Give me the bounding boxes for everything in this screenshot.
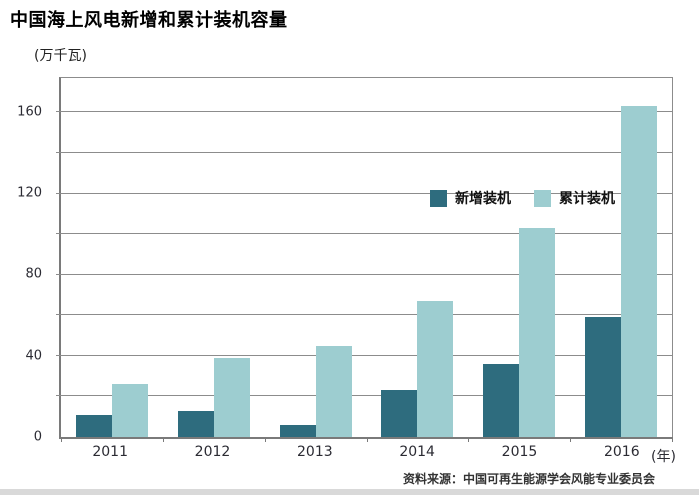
gridline — [56, 314, 672, 316]
bar-cumulative-2014 — [417, 301, 454, 437]
bar-new-2014 — [381, 390, 418, 437]
bar-cumulative-2012 — [213, 357, 250, 437]
plot-area: 新增装机 累计装机 — [56, 77, 673, 442]
y-axis-label: 40 — [25, 348, 42, 364]
gridline — [56, 273, 672, 275]
x-axis-suffix-label: (年) — [651, 449, 676, 465]
bar-new-2011 — [75, 414, 112, 437]
gridline — [56, 233, 672, 235]
x-axis-tick — [672, 437, 673, 442]
bar-cumulative-2011 — [111, 384, 148, 437]
y-axis-label: 120 — [17, 185, 42, 201]
page-bottom-strip — [0, 489, 699, 495]
y-axis-label: 80 — [25, 266, 42, 282]
bar-group-2015 — [468, 78, 570, 437]
bar-cumulative-2013 — [315, 345, 352, 437]
y-axis-unit-label: (万千瓦) — [34, 48, 87, 64]
x-axis-tick — [468, 437, 470, 442]
gridline — [56, 152, 672, 154]
gridline — [56, 395, 672, 397]
x-axis-label-2016: 2016 — [603, 444, 640, 460]
source-credit: 资料来源：中国可再生能源学会风能专业委员会 — [402, 472, 655, 486]
y-axis-label: 160 — [17, 104, 42, 120]
legend-swatch-cumulative — [534, 189, 551, 207]
bar-new-2016 — [585, 317, 622, 437]
x-axis-tick — [162, 437, 164, 442]
x-axis-tick — [264, 437, 266, 442]
x-axis-tick — [61, 437, 62, 442]
bar-groups — [61, 78, 672, 437]
bar-cumulative-2016 — [621, 106, 658, 437]
legend-swatch-new — [430, 189, 447, 207]
x-axis-label-2012: 2012 — [194, 444, 231, 460]
x-axis-labels: 2011 2012 2013 2014 2015 2016 — [59, 444, 673, 460]
x-axis-label-2015: 2015 — [501, 444, 538, 460]
x-axis-label-2013: 2013 — [297, 444, 333, 460]
bar-group-2016 — [570, 78, 672, 437]
bar-group-2012 — [163, 78, 265, 437]
page-title: 中国海上风电新增和累计装机容量 — [10, 10, 288, 31]
y-axis-labels: 0 40 80 120 160 — [0, 77, 50, 444]
bar-group-2013 — [265, 78, 367, 437]
x-axis-tick — [366, 437, 368, 442]
bar-new-2015 — [483, 363, 520, 437]
bar-group-2011 — [61, 78, 163, 437]
bar-cumulative-2015 — [519, 228, 556, 437]
x-axis-tick — [570, 437, 572, 442]
x-axis-label-2014: 2014 — [399, 444, 435, 460]
y-axis-label: 0 — [33, 429, 42, 445]
bar-new-2013 — [279, 424, 316, 437]
gridline — [56, 354, 672, 356]
gridline — [56, 111, 672, 113]
gridline — [56, 192, 672, 194]
legend-item-cumulative: 累计装机 — [534, 188, 615, 208]
bar-new-2012 — [177, 410, 214, 437]
legend-label-cumulative: 累计装机 — [559, 191, 615, 207]
legend-label-new: 新增装机 — [455, 191, 511, 207]
x-axis-label-2011: 2011 — [92, 444, 128, 460]
legend: 新增装机 累计装机 — [430, 188, 615, 208]
legend-item-new: 新增装机 — [430, 188, 511, 208]
bar-group-2014 — [366, 78, 468, 437]
